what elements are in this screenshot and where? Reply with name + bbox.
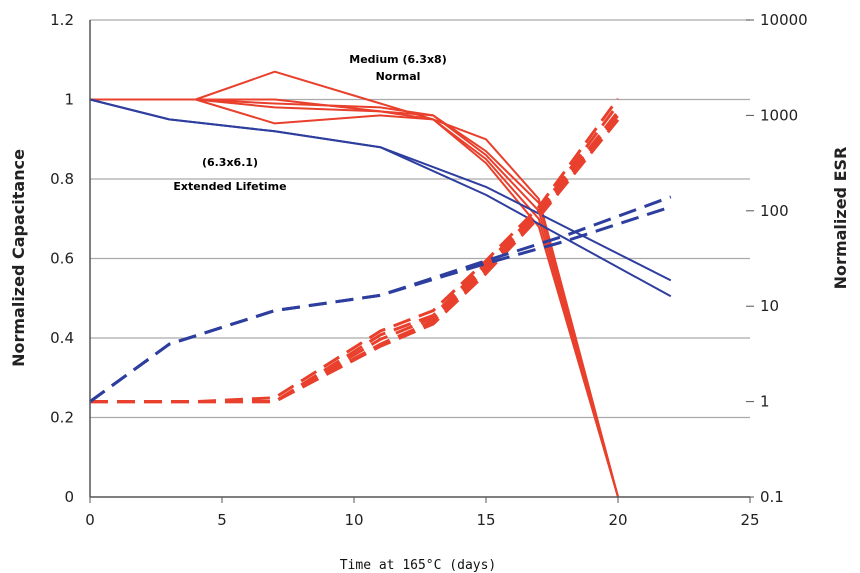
annotation-extended-size: (6.3x6.1) [202, 156, 258, 169]
y-tick-label: 1 [64, 91, 74, 109]
medium-capacitance-line [90, 98, 619, 498]
y2-tick-label: 1000 [760, 106, 798, 124]
y2-tick-label: 0.1 [760, 488, 784, 506]
tick-labels: 0 0.2 0.4 0.6 0.8 1 1.2 0.1 1 10 100 1000 10000 0 5 10 1… [50, 11, 808, 529]
y-tick-label: 0.6 [50, 250, 74, 268]
medium-capacitance-line [90, 98, 619, 498]
medium-esr-line [90, 118, 620, 404]
y-axis-title: Normalized Capacitance [9, 149, 28, 367]
x-tick-label: 25 [740, 511, 759, 529]
y-tick-label: 0.4 [50, 329, 74, 347]
y-tick-label: 0.8 [50, 170, 74, 188]
medium-capacitance-line [90, 98, 619, 498]
medium-capacitance-line [90, 70, 619, 498]
y2-tick-label: 100 [760, 202, 789, 220]
extended-esr-line [89, 205, 672, 403]
annotations: Medium (6.3x8) Normal (6.3x6.1) Extended… [173, 53, 446, 193]
y2-tick-label: 10 [760, 297, 779, 315]
annotation-medium-size: Medium (6.3x8) [349, 53, 446, 66]
y2-axis-title: Normalized ESR [831, 147, 850, 290]
y2-tick-label: 1 [760, 393, 770, 411]
x-tick-label: 15 [476, 511, 495, 529]
x-tick-label: 5 [217, 511, 227, 529]
medium-capacitance-line [90, 98, 619, 498]
x-tick-label: 10 [344, 511, 363, 529]
y-tick-label: 0.2 [50, 409, 74, 427]
y-tick-label: 0 [64, 488, 74, 506]
series-lines [89, 70, 672, 498]
axes [89, 20, 750, 498]
annotation-medium-normal: Normal [376, 70, 421, 83]
x-axis-title: Time at 165°C (days) [340, 558, 497, 573]
x-tick-label: 0 [85, 511, 95, 529]
annotation-extended-lifetime: Extended Lifetime [173, 180, 286, 193]
x-tick-label: 20 [608, 511, 627, 529]
extended-capacitance-line [89, 98, 672, 298]
y-tick-label: 1.2 [50, 11, 74, 29]
y2-tick-label: 10000 [760, 11, 808, 29]
